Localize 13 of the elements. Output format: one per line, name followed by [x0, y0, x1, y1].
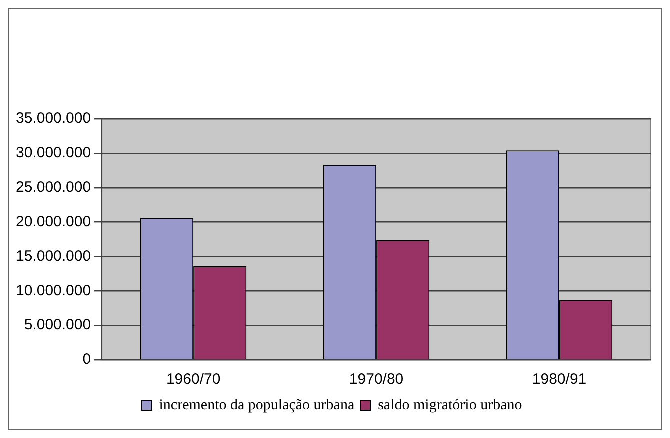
y-tick-label: 10.000.000: [16, 282, 92, 300]
y-tick-label: 35.000.000: [16, 110, 92, 128]
x-tick-label: 1970/80: [349, 371, 404, 388]
y-tick-label: 0: [82, 351, 92, 368]
y-tick-label: 25.000.000: [16, 179, 92, 196]
legend-label: incremento da população urbana: [159, 397, 355, 414]
x-tick-label: 1980/91: [532, 371, 587, 388]
x-tick-label: 1960/70: [166, 371, 221, 388]
y-tick-label: 30.000.000: [16, 144, 92, 162]
y-tick-label: 5.000.000: [24, 316, 92, 334]
y-tick-label: 15.000.000: [16, 248, 92, 265]
legend-label: saldo migratório urbano: [378, 397, 522, 414]
y-tick-label: 20.000.000: [16, 213, 92, 230]
